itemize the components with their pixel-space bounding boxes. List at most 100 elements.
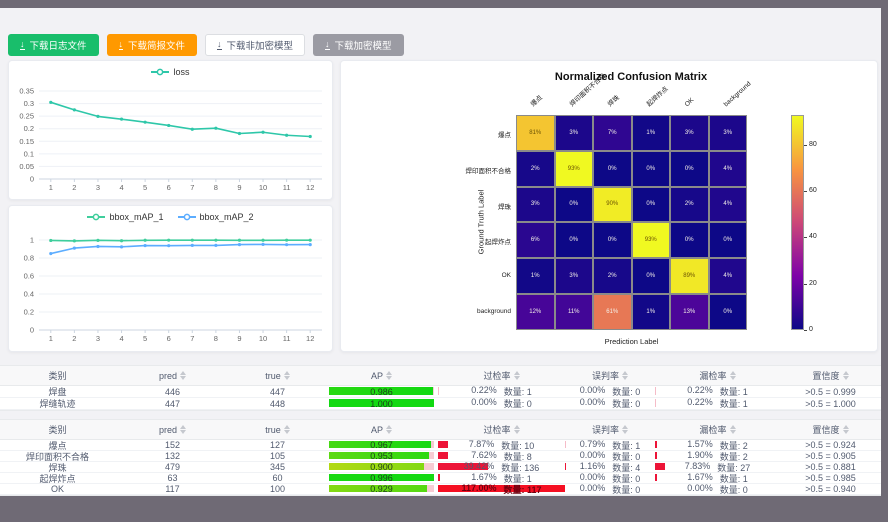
ap-value: 0.953	[370, 451, 393, 461]
svg-text:10: 10	[259, 183, 267, 192]
svg-text:0.3: 0.3	[24, 99, 34, 108]
matrix-cell-value: 2%	[607, 273, 617, 280]
sort-carets-icon[interactable]	[842, 425, 849, 434]
column-header-pred[interactable]: pred	[115, 366, 230, 386]
column-header-置信度[interactable]: 置信度	[780, 420, 881, 440]
sort-carets-icon[interactable]	[283, 425, 290, 434]
colorbar-tick-label: 0	[809, 325, 813, 333]
rate-count: 数量: 0	[612, 451, 641, 462]
column-header-AP[interactable]: AP	[325, 420, 438, 440]
cell-confidence: >0.5 = 0.999	[780, 386, 881, 398]
rate-text: 0.00% 数量: 0	[580, 473, 641, 483]
matrix-cell-value: 93%	[567, 165, 580, 172]
column-header-过检率[interactable]: 过检率	[438, 420, 565, 440]
ap-value: 0.900	[370, 462, 393, 472]
table-row: 起焊炸点 63 60 0.996 1.67% 数量: 1 0.00% 数量: 0 1.67% 数量…	[0, 473, 881, 484]
matrix-cell-value: 4%	[723, 165, 733, 172]
cell-class-name: 焊缝轨迹	[0, 398, 115, 410]
matrix-cell-value: 3%	[530, 201, 540, 208]
cell-over-detection: 39.42% 数量: 136	[438, 462, 565, 473]
column-header-label: pred	[158, 424, 177, 435]
cell-miss-detection: 1.57% 数量: 2	[655, 440, 780, 451]
column-header-误判率[interactable]: 误判率	[565, 366, 655, 386]
svg-text:0.35: 0.35	[19, 87, 34, 96]
cell-true: 100	[230, 484, 325, 495]
rate-count: 数量: 1	[503, 387, 532, 397]
cell-over-detection: 7.62% 数量: 8	[438, 451, 565, 462]
matrix-cell-value: 3%	[723, 129, 733, 136]
column-header-漏检率[interactable]: 漏检率	[655, 420, 780, 440]
rate-text: 117.00% 数量: 117	[461, 484, 541, 494]
svg-text:10: 10	[259, 334, 267, 343]
matrix-cell: 0%	[593, 222, 632, 259]
sort-carets-icon[interactable]	[386, 371, 392, 380]
legend-item-bbox_mAP_2[interactable]: bbox_mAP_2	[177, 212, 254, 222]
download-unencrypted-model-button[interactable]: ↓ 下载非加密模型	[205, 34, 306, 56]
matrix-cell: 0%	[670, 222, 709, 259]
sort-carets-icon[interactable]	[729, 371, 736, 380]
sort-carets-icon[interactable]	[513, 371, 520, 380]
rate-percent: 0.22%	[687, 386, 713, 395]
sort-carets-icon[interactable]	[283, 371, 290, 380]
sort-carets-icon[interactable]	[180, 425, 186, 434]
column-header-label: AP	[370, 370, 383, 381]
svg-text:8: 8	[214, 183, 218, 192]
map-line-chart: 00.20.40.60.811 2 3 4 5 6 7 8 9 10 11 12	[24, 236, 322, 343]
confusion-matrix-xlabel: Prediction Label	[604, 337, 659, 346]
column-header-漏检率[interactable]: 漏检率	[655, 366, 780, 386]
colorbar-tick-mark	[804, 145, 807, 147]
sort-carets-icon[interactable]	[729, 425, 736, 434]
sort-carets-icon[interactable]	[386, 425, 392, 434]
cell-over-detection: 0.00% 数量: 0	[438, 398, 565, 410]
download-encrypted-model-button[interactable]: ↓ 下载加密模型	[313, 34, 404, 56]
legend-item-loss[interactable]: loss	[151, 67, 190, 77]
table-gap	[0, 411, 881, 419]
column-header-label: 漏检率	[699, 425, 727, 435]
matrix-cell: 0%	[670, 150, 709, 187]
sort-carets-icon[interactable]	[513, 425, 520, 434]
cell-ap: 0.900	[325, 462, 438, 473]
sort-carets-icon[interactable]	[842, 371, 849, 380]
cell-confidence: >0.5 = 1.000	[780, 398, 881, 410]
sort-carets-icon[interactable]	[622, 371, 628, 380]
matrix-cell: 3%	[554, 258, 593, 294]
column-header-true[interactable]: true	[230, 366, 325, 386]
column-header-类别: 类别	[0, 366, 115, 386]
cell-ap: 0.986	[325, 386, 438, 398]
download-log-file-button[interactable]: ↓ 下载日志文件	[8, 34, 99, 56]
svg-text:1: 1	[49, 334, 53, 343]
matrix-cell: 0%	[631, 186, 670, 223]
rate-percent: 1.16%	[579, 462, 606, 471]
matrix-column-label: 爆点	[529, 94, 545, 109]
column-header-pred[interactable]: pred	[115, 420, 230, 440]
svg-text:1: 1	[30, 236, 34, 245]
column-header-true[interactable]: true	[230, 420, 325, 440]
legend-item-bbox_mAP_1[interactable]: bbox_mAP_1	[87, 212, 164, 222]
button-label: 下载非加密模型	[226, 41, 294, 52]
cell-miss-detection: 0.22% 数量: 1	[655, 398, 780, 410]
column-header-过检率[interactable]: 过检率	[438, 366, 565, 386]
column-header-AP[interactable]: AP	[325, 366, 438, 386]
matrix-cell: 1%	[631, 294, 670, 330]
rate-percent: 0.00%	[471, 398, 497, 407]
rate-text: 39.42% 数量: 136	[464, 462, 540, 472]
svg-text:3: 3	[96, 334, 100, 343]
svg-text:0: 0	[30, 326, 34, 335]
rate-percent: 1.57%	[687, 440, 713, 449]
cell-true: 127	[230, 440, 325, 451]
matrix-cell-value: 0%	[684, 237, 694, 244]
svg-text:5: 5	[143, 183, 147, 192]
rate-text: 0.00% 数量: 0	[580, 484, 641, 494]
cell-misjudge: 0.79% 数量: 1	[565, 440, 655, 451]
matrix-cell: 12%	[516, 294, 555, 330]
download-report-file-button[interactable]: ↓ 下载简报文件	[106, 34, 198, 56]
sort-carets-icon[interactable]	[622, 425, 628, 434]
rate-bar	[438, 474, 441, 481]
svg-text:0.05: 0.05	[19, 162, 34, 171]
matrix-cell: 4%	[708, 258, 747, 294]
cell-confidence: >0.5 = 0.924	[780, 440, 881, 451]
sort-carets-icon[interactable]	[180, 371, 186, 380]
column-header-误判率[interactable]: 误判率	[565, 420, 655, 440]
cell-ap: 0.996	[325, 473, 438, 484]
column-header-置信度[interactable]: 置信度	[780, 366, 881, 386]
